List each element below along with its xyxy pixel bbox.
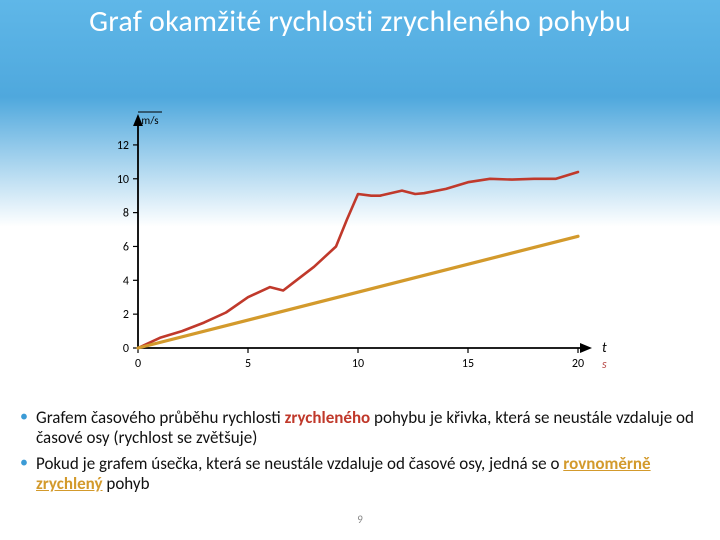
svg-text:10: 10 [352, 357, 364, 371]
svg-text:2: 2 [123, 308, 129, 322]
svg-text:0: 0 [135, 357, 141, 371]
velocity-chart: 0 5 10 15 20 ts 0 2 4 6 8 10 12 v m/s [76, 108, 616, 388]
bullet-list: Grafem časového průběhu rychlosti zrychl… [18, 408, 702, 500]
slide-number: 9 [0, 513, 720, 526]
series-uniform-accel-line [138, 236, 578, 348]
series-accelerated-curve [138, 172, 578, 348]
svg-text:s: s [602, 358, 607, 372]
bullet-item: Pokud je grafem úsečka, která se neustál… [18, 454, 702, 494]
bullet-item: Grafem časového průběhu rychlosti zrychl… [18, 408, 702, 448]
svg-text:6: 6 [123, 240, 129, 254]
bullet-text-run: zrychleného [285, 407, 371, 428]
svg-text:m/s: m/s [141, 114, 158, 127]
svg-text:v: v [147, 108, 154, 112]
svg-text:0: 0 [123, 342, 129, 356]
slide-title: Graf okamžité rychlosti zrychleného pohy… [0, 0, 720, 38]
bullet-text-run: Grafem časového průběhu rychlosti [36, 407, 285, 428]
bullet-text-run: pohyb [103, 473, 150, 494]
svg-text:4: 4 [123, 274, 129, 288]
svg-text:10: 10 [117, 173, 129, 187]
svg-text:8: 8 [123, 207, 129, 221]
svg-text:20: 20 [572, 357, 584, 371]
svg-text:12: 12 [117, 139, 129, 153]
bullet-text-run: Pokud je grafem úsečka, která se neustál… [36, 453, 563, 474]
svg-text:15: 15 [462, 357, 474, 371]
svg-text:t: t [602, 339, 607, 356]
svg-text:5: 5 [245, 357, 251, 371]
